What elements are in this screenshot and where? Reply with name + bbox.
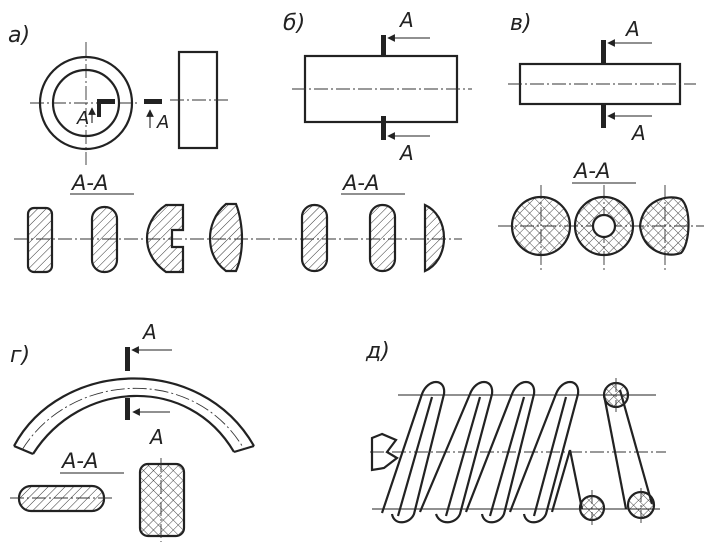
section-letter: А [148, 425, 164, 449]
view-d: д) [365, 339, 666, 525]
ring-inner [51, 68, 121, 138]
spring-coil [532, 396, 568, 517]
sections-v: А-А [498, 159, 704, 270]
section-shape [300, 203, 329, 273]
section-mark [601, 40, 606, 64]
section-shape [423, 203, 446, 273]
view-v: в) А А [508, 11, 696, 145]
section-mark [381, 35, 386, 57]
section-mark [601, 104, 606, 128]
section-shape [208, 202, 244, 273]
section-hole [591, 213, 617, 239]
label-g: г) [10, 343, 30, 368]
spring-section-line [568, 449, 584, 510]
section-letter: А [398, 141, 414, 165]
spring-coil [444, 396, 482, 517]
section-title: А-А [70, 171, 108, 195]
label-d: д) [365, 339, 390, 364]
section-mark [125, 398, 130, 420]
spring-coil [488, 396, 526, 517]
label-v: в) [510, 11, 532, 36]
section-mark [144, 99, 162, 104]
view-b: б) А А [283, 8, 472, 165]
spring-section-line [602, 394, 628, 510]
section-mark [381, 116, 386, 140]
arc-outer [13, 377, 255, 447]
label-b: б) [283, 11, 305, 36]
section-title: А-А [572, 159, 610, 183]
section-shape [138, 462, 186, 538]
ring-outer [38, 55, 134, 151]
section-mark [98, 99, 115, 104]
section-shape [368, 203, 397, 273]
section-letter: А [398, 8, 414, 32]
section-letter: А [630, 121, 646, 145]
arc-end [13, 444, 34, 456]
label-a: а) [8, 23, 30, 48]
section-letter: А [76, 108, 89, 129]
section-shape [145, 203, 185, 274]
spring-section-line [618, 389, 654, 505]
spring-coil [396, 396, 434, 517]
section-letter: А [141, 320, 157, 344]
centerline [21, 387, 245, 451]
spring-coil [418, 380, 494, 524]
section-shape [90, 205, 119, 274]
section-mark [97, 99, 101, 117]
view-a: а) А А [8, 23, 228, 165]
section-shape [510, 195, 572, 257]
section-shape [17, 484, 106, 513]
section-mark [125, 347, 130, 371]
sections-row: А-А А-А [14, 171, 462, 274]
section-shape [638, 196, 690, 256]
spring-cut-end [370, 432, 399, 472]
section-shape [26, 206, 54, 274]
spring-coil [380, 380, 446, 524]
section-title: А-А [60, 449, 98, 473]
view-g: г) А А А-А [10, 320, 255, 542]
spring-coil [550, 449, 572, 513]
section-letter: А [624, 17, 640, 41]
arc-inner [32, 394, 235, 455]
spring-coil [508, 380, 580, 524]
spring-coil [464, 380, 536, 524]
section-title: А-А [341, 171, 379, 195]
section-letter: А [156, 112, 169, 133]
